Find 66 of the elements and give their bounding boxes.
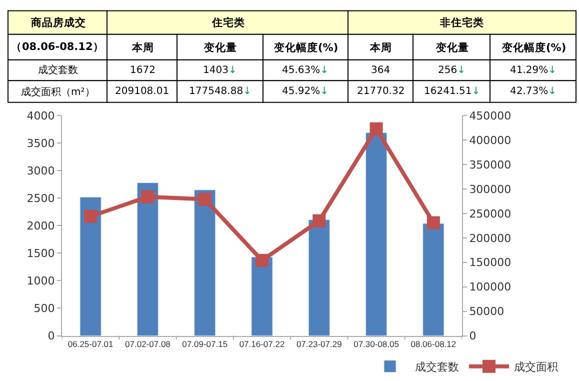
text: 41.29%↓ (510, 65, 557, 76)
y-tick-label: 500 (34, 302, 55, 316)
point (141, 190, 154, 204)
bar (365, 132, 388, 336)
x-tick-label: 07.09-07.15 (182, 338, 228, 349)
y-tick-label: 0 (48, 330, 55, 343)
text: 209108.01 (115, 86, 170, 97)
y-tick-label: 2000 (26, 220, 55, 233)
y-tick-label: 1500 (26, 247, 55, 260)
bar (251, 256, 273, 336)
y2-tick-label: 250000 (469, 207, 512, 220)
y2-tick-label: 350000 (469, 158, 512, 172)
legend-label: 成交套数 (415, 360, 459, 374)
x-tick-label: 08.06-08.12 (410, 338, 456, 349)
x-tick-label: 07.30-08.05 (354, 338, 400, 349)
y2-tick-label: 300000 (469, 182, 512, 196)
y-tick-label: 4000 (26, 109, 55, 122)
x-tick-label: 06.25-07.01 (68, 338, 114, 349)
y2-tick-label: 0 (469, 330, 476, 343)
bar (194, 190, 216, 336)
text: 非住宅类 (439, 16, 484, 29)
text: 商品房成交 (30, 16, 86, 29)
text: 成交套数 (38, 64, 78, 76)
point (370, 122, 383, 136)
y-tick-label: 1000 (26, 274, 55, 288)
text: 256↓ (438, 65, 466, 76)
y2-tick-label: 450000 (469, 109, 512, 122)
y2-tick-label: 100000 (469, 280, 512, 294)
bar (422, 223, 444, 336)
text: 变化量 (203, 41, 237, 54)
y-tick-label: 3000 (26, 164, 55, 178)
point (256, 254, 268, 267)
y2-tick-label: 50000 (469, 305, 504, 318)
y2-tick-label: 150000 (469, 256, 512, 270)
y-tick-label: 2500 (26, 192, 55, 206)
text: 成交面积（m²） (21, 86, 95, 98)
point (426, 216, 440, 230)
bar (308, 219, 330, 336)
x-tick-label: 07.23-07.29 (296, 338, 342, 349)
y2-tick-label: 200000 (469, 232, 512, 245)
y-tick-label: 3500 (26, 136, 55, 150)
point (312, 214, 326, 228)
legend-label: 成交面积 (514, 360, 558, 374)
text: 21770.32 (357, 86, 405, 97)
text: 变化幅度(%) (501, 41, 566, 54)
text: 变化幅度(%) (273, 41, 338, 54)
x-tick-label: 07.02-07.08 (125, 338, 171, 349)
text: 本周 (131, 41, 154, 54)
point (198, 192, 212, 206)
y2-tick-label: 400000 (469, 134, 512, 147)
text: 42.73%↓ (510, 86, 557, 97)
text: 16241.51↓ (424, 86, 480, 97)
x-tick-label: 07.16-07.22 (239, 338, 285, 349)
text: 364 (371, 65, 390, 76)
text: 1672 (130, 65, 156, 76)
text: 1403↓ (203, 65, 237, 76)
text: 住宅类 (211, 16, 245, 29)
text: 177548.88↓ (189, 86, 252, 97)
text: 45.63%↓ (282, 65, 329, 76)
text: 变化量 (435, 41, 469, 54)
bar (80, 196, 102, 336)
text: 本周 (369, 41, 392, 54)
text: （08.06-08.12） (11, 41, 104, 53)
text: 45.92%↓ (282, 86, 329, 97)
point (84, 210, 98, 223)
bar (136, 182, 159, 336)
